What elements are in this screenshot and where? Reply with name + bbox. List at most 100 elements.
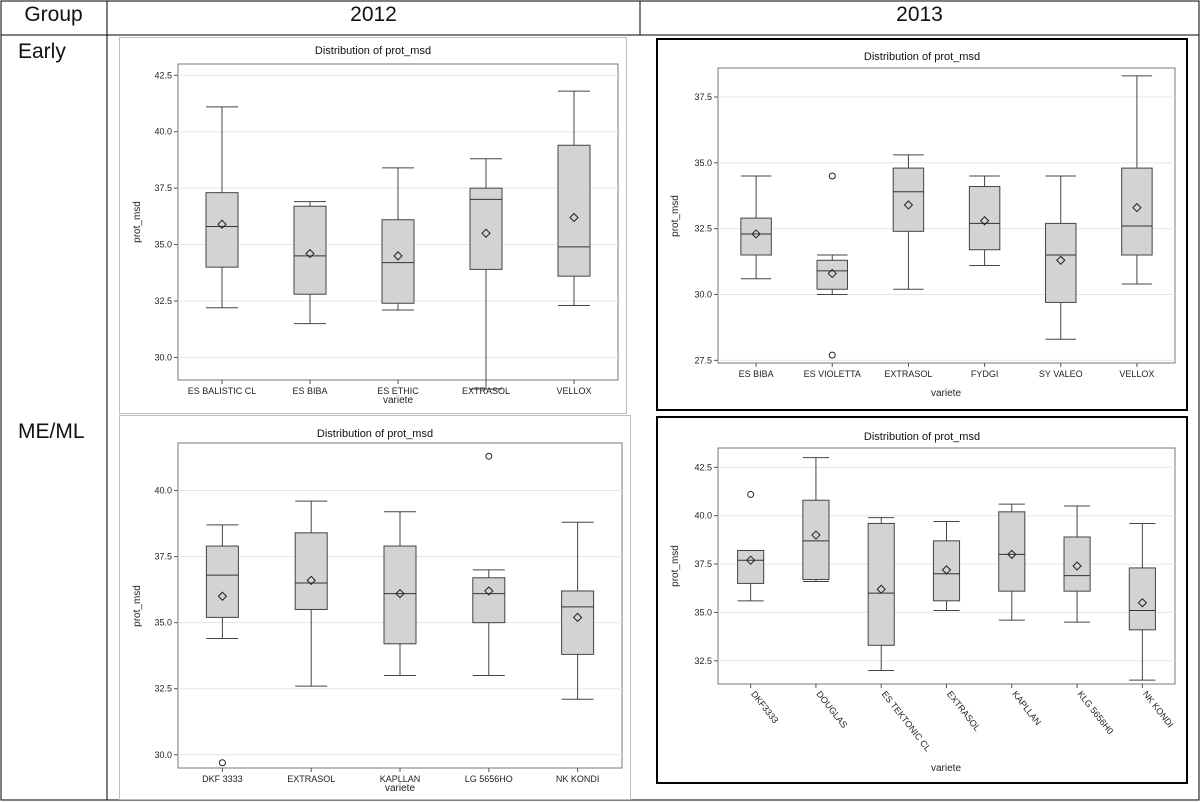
- y-tick-label: 27.5: [694, 355, 712, 365]
- y-tick-label: 30.0: [154, 352, 172, 362]
- mean-marker: [569, 212, 579, 223]
- header-group: Group: [24, 3, 83, 26]
- x-tick-label: VELLOX: [556, 386, 591, 396]
- chart-svg-meml-2013: Distribution of prot_msd 32.5 35.0 37.5 40.…: [670, 431, 1176, 774]
- y-tick-label: 35.0: [154, 240, 172, 250]
- chart-title: Distribution of prot_msd: [864, 51, 980, 63]
- box-plot: [1121, 75, 1153, 285]
- box-plot: [1128, 522, 1156, 681]
- y-tick-label: 30.0: [694, 290, 712, 300]
- mean-marker: [1056, 255, 1066, 265]
- mean-marker: [395, 588, 405, 599]
- header-2012: 2012: [350, 3, 397, 26]
- mean-marker: [745, 555, 756, 565]
- box-plot: [469, 158, 503, 390]
- box-iqr: [561, 590, 595, 655]
- y-tick-label: 37.5: [154, 552, 172, 562]
- box-iqr: [205, 545, 239, 618]
- mean-marker: [941, 565, 952, 575]
- mean-marker: [481, 228, 491, 238]
- y-tick-label: 35.0: [154, 618, 172, 628]
- x-tick-label: FYDGI: [971, 369, 999, 379]
- y-tick-label: 40.0: [694, 511, 712, 521]
- x-tick-label: VELLOX: [1119, 369, 1154, 379]
- box-iqr: [294, 532, 328, 610]
- outlier-point: [747, 490, 755, 498]
- box-plot: [472, 452, 506, 677]
- x-axis-label: variete: [931, 763, 961, 774]
- box-plot: [802, 457, 830, 582]
- box-plot: [205, 524, 239, 767]
- box-iqr: [557, 144, 591, 277]
- x-tick-label: ES BALISTIC CL: [188, 386, 257, 396]
- chart-svg-early-2013: Distribution of prot_msd 27.5 30.0 32.5 35.…: [670, 51, 1176, 399]
- mean-marker: [827, 268, 837, 279]
- y-tick-label: 37.5: [154, 183, 172, 193]
- box-iqr: [740, 217, 772, 256]
- box-plot: [932, 521, 961, 611]
- x-axis-label: variete: [383, 395, 413, 406]
- box-plot: [561, 521, 595, 700]
- x-tick-label: NK KONDI: [1141, 689, 1176, 729]
- x-tick-label: SY VALEO: [1039, 369, 1083, 379]
- box-plot: [737, 490, 765, 602]
- x-tick-label: ES BIBA: [739, 369, 774, 379]
- y-tick-label: 40.0: [154, 486, 172, 496]
- x-tick-label: EXTRASOL: [287, 774, 335, 784]
- y-tick-label: 35.0: [694, 158, 712, 168]
- box-plot: [557, 90, 591, 307]
- mean-marker: [305, 248, 315, 259]
- y-tick-label: 42.5: [154, 70, 172, 80]
- y-tick-label: 42.5: [694, 462, 712, 472]
- mean-marker: [1132, 202, 1142, 213]
- outlier-point: [485, 452, 493, 460]
- box-plot: [381, 167, 415, 311]
- mean-marker: [217, 591, 228, 601]
- x-tick-label: LG 5656HO: [465, 774, 513, 784]
- mean-marker: [811, 530, 821, 540]
- mean-marker: [572, 612, 583, 623]
- box-plot: [1063, 505, 1091, 623]
- x-tick-label: DKF3333: [749, 689, 780, 725]
- mean-marker: [751, 229, 761, 239]
- mean-marker: [306, 575, 316, 586]
- row-label-early: Early: [18, 40, 66, 63]
- x-tick-label: KAPLLAN: [1010, 689, 1043, 727]
- box-plot: [892, 154, 925, 290]
- mean-marker: [1137, 598, 1148, 608]
- box-plot: [968, 175, 1001, 267]
- box-plot: [998, 503, 1026, 621]
- y-tick-label: 30.0: [154, 750, 172, 760]
- mean-marker: [903, 200, 914, 210]
- mean-marker: [876, 584, 886, 594]
- box-iqr: [816, 259, 848, 290]
- y-tick-label: 37.5: [694, 559, 712, 569]
- outlier-point: [218, 759, 226, 767]
- y-tick-label: 32.5: [694, 224, 712, 234]
- box-iqr: [998, 511, 1026, 592]
- box-iqr: [381, 219, 415, 304]
- chart-svg-early-2012: Distribution of prot_msd 30.0 32.5 35.0 37.…: [132, 45, 619, 406]
- header-2013: 2013: [896, 3, 943, 26]
- box-iqr: [205, 192, 239, 268]
- box-plot: [740, 175, 772, 280]
- box-iqr: [968, 186, 1001, 251]
- x-tick-label: DOUGLAS: [814, 689, 849, 730]
- chart-title: Distribution of prot_msd: [864, 431, 980, 443]
- box-plot: [205, 106, 239, 309]
- x-tick-label: ES BIBA: [292, 386, 327, 396]
- y-tick-label: 32.5: [154, 684, 172, 694]
- x-tick-label: EXTRASOL: [945, 689, 982, 733]
- y-axis-label: prot_msd: [670, 545, 681, 587]
- box-iqr: [867, 522, 895, 646]
- chart-meml-2013: Distribution of prot_msd 32.5 35.0 37.5 40.…: [656, 416, 1188, 784]
- chart-svg-meml-2012: Distribution of prot_msd 30.0 32.5 35.0 37.…: [132, 428, 623, 794]
- y-axis-label: prot_msd: [670, 195, 681, 237]
- chart-title: Distribution of prot_msd: [317, 428, 433, 440]
- y-tick-label: 37.5: [694, 92, 712, 102]
- box-plot: [1045, 175, 1077, 340]
- y-tick-label: 35.0: [694, 607, 712, 617]
- mean-marker: [393, 251, 403, 261]
- mean-marker: [979, 216, 990, 226]
- box-plot: [867, 517, 895, 671]
